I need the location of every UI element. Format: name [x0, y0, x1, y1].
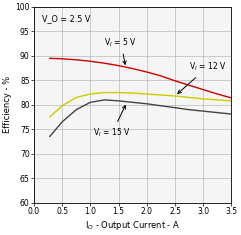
Text: V$_I$ = 12 V: V$_I$ = 12 V: [178, 60, 227, 93]
Text: V$_I$ = 5 V: V$_I$ = 5 V: [104, 36, 137, 64]
Y-axis label: Efficiency - %: Efficiency - %: [3, 76, 13, 133]
Text: V$_I$ = 15 V: V$_I$ = 15 V: [93, 106, 131, 139]
Text: V_O = 2.5 V: V_O = 2.5 V: [42, 14, 90, 23]
X-axis label: I$_O$ - Output Current - A: I$_O$ - Output Current - A: [85, 219, 180, 231]
